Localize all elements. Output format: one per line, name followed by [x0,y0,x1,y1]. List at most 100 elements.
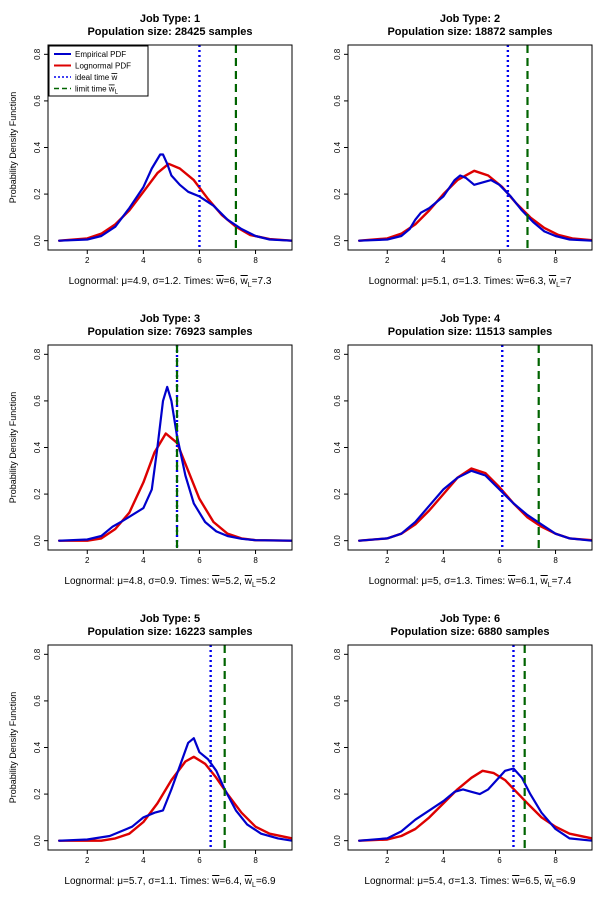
y-tick-label: 0.0 [333,535,342,547]
lognormal-pdf-line [58,162,292,242]
empirical-pdf-line [58,737,292,842]
y-tick-label: 0.4 [333,141,342,153]
x-tick-label: 8 [253,856,258,865]
x-tick-label: 2 [85,856,90,865]
plot-area [58,45,292,250]
y-axis-label: Probability Density Function [8,92,18,204]
y-tick-label: 0.4 [33,741,42,753]
lognormal-pdf-line [58,755,292,842]
y-tick-label: 0.6 [333,695,342,707]
lognormal-pdf-line [358,169,592,242]
y-tick-label: 0.4 [333,441,342,453]
chart-title: Job Type: 1 [140,13,200,25]
y-tick-label: 0.8 [333,348,342,360]
y-tick-label: 0.0 [333,235,342,247]
chart-caption: Lognormal: μ=5.1, σ=1.3. Times: w=6.3, w… [369,276,572,289]
x-tick-label: 6 [197,856,202,865]
chart-title: Job Type: 5 [140,613,200,625]
y-tick-label: 0.2 [333,488,342,500]
y-tick-label: 0.6 [33,95,42,107]
chart-title: Job Type: 3 [140,313,200,325]
x-tick-label: 6 [497,556,502,565]
y-axis-label: Probability Density Function [8,692,18,804]
lognormal-pdf-line [358,769,592,842]
chart-caption: Lognormal: μ=4.8, σ=0.9. Times: w=5.2, w… [64,576,276,589]
x-tick-label: 2 [85,556,90,565]
chart-caption: Lognormal: μ=4.9, σ=1.2. Times: w=6, wL=… [69,276,272,289]
x-tick-label: 4 [141,556,146,565]
x-tick-label: 8 [553,256,558,265]
y-tick-label: 0.0 [33,235,42,247]
y-tick-label: 0.4 [33,441,42,453]
plot-frame [47,344,293,551]
plot-frame [347,344,593,551]
x-tick-label: 4 [141,856,146,865]
x-tick-label: 2 [385,856,390,865]
chart-subtitle: Population size: 76923 samples [87,326,252,338]
plot-area [58,345,292,550]
plot-frame [347,44,593,251]
chart-subtitle: Population size: 28425 samples [87,26,252,38]
y-tick-label: 0.6 [33,695,42,707]
chart-caption: Lognormal: μ=5.7, σ=1.1. Times: w=6.4, w… [64,876,276,889]
chart-title: Job Type: 4 [440,313,501,325]
y-tick-label: 0.0 [33,835,42,847]
x-tick-label: 6 [197,256,202,265]
y-tick-label: 0.0 [33,535,42,547]
y-tick-label: 0.2 [33,488,42,500]
chart-subtitle: Population size: 11513 samples [388,326,552,338]
y-tick-label: 0.6 [33,395,42,407]
y-tick-label: 0.8 [333,648,342,660]
plot-area [358,45,592,250]
y-tick-label: 0.8 [333,48,342,60]
empirical-pdf-line [58,153,292,242]
x-tick-label: 6 [497,256,502,265]
y-tick-label: 0.2 [333,188,342,200]
y-tick-label: 0.6 [333,95,342,107]
chart-subtitle: Population size: 16223 samples [87,626,252,638]
x-tick-label: 2 [385,556,390,565]
chart-legend: Empirical PDF Lognormal PDF ideal time w li… [48,45,149,97]
x-tick-label: 8 [253,556,258,565]
plot-area [358,645,592,850]
empirical-pdf-line [358,174,592,242]
legend-lognormal-label: Lognormal PDF [75,62,131,71]
empirical-pdf-line [358,767,592,842]
x-tick-label: 6 [197,556,202,565]
empirical-pdf-line [58,385,292,542]
y-tick-label: 0.8 [33,348,42,360]
x-tick-label: 8 [553,856,558,865]
y-tick-label: 0.4 [333,741,342,753]
x-tick-label: 4 [441,256,446,265]
x-tick-label: 4 [141,256,146,265]
plot-area [58,645,292,850]
y-tick-label: 0.0 [333,835,342,847]
y-axis-label: Probability Density Function [8,392,18,504]
y-tick-label: 0.2 [333,788,342,800]
x-tick-label: 2 [385,256,390,265]
chart-caption: Lognormal: μ=5.4, σ=1.3. Times: w=6.5, w… [364,876,576,889]
lognormal-pdf-line [358,467,592,542]
plot-frame [347,644,593,851]
y-tick-label: 0.2 [33,188,42,200]
chart-caption: Lognormal: μ=5, σ=1.3. Times: w=6.1, wL=… [369,576,572,589]
chart-title: Job Type: 6 [440,613,500,625]
x-tick-label: 4 [441,856,446,865]
chart-title: Job Type: 2 [440,13,500,25]
legend-empirical-label: Empirical PDF [75,50,126,59]
x-tick-label: 6 [497,856,502,865]
plot-frame [47,644,293,851]
y-tick-label: 0.6 [333,395,342,407]
empirical-pdf-line [358,469,592,542]
lognormal-pdf-line [58,432,292,542]
plot-area [358,345,592,550]
legend-ideal-label: ideal time w [75,73,117,82]
y-tick-label: 0.2 [33,788,42,800]
